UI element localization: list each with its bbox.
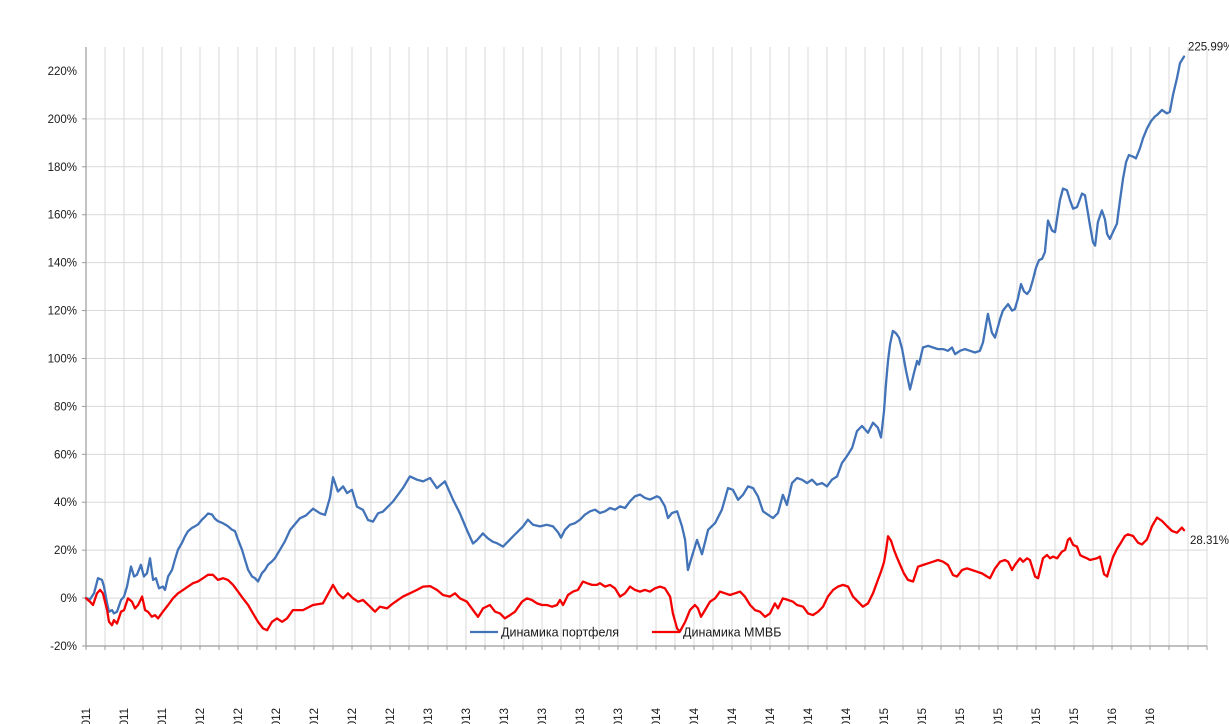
x-tick-label: 10.2014: [803, 707, 815, 724]
legend-item-micex: Динамика ММВБ: [652, 626, 781, 640]
x-tick-label: 06.2015: [955, 708, 967, 724]
x-tick-label: 04.2014: [689, 707, 701, 724]
y-tick-label: 80%: [54, 401, 77, 413]
x-tick-label: 06.2012: [271, 708, 283, 724]
y-tick-label: 220%: [48, 66, 77, 78]
y-tick-label: 20%: [54, 545, 77, 557]
y-tick-label: 60%: [54, 449, 77, 461]
x-tick-label: 12.2011: [157, 708, 169, 724]
series-end-labels: 225.99% 28.31%: [1188, 42, 1229, 548]
x-tick-label: 10.2015: [1031, 708, 1043, 724]
x-tick-label: 02.2015: [879, 708, 891, 724]
y-axis-labels: -20% 0% 20% 40% 60% 80% 100% 120% 140% 160% 180% 20…: [48, 66, 77, 653]
x-tick-label: 10.2011: [119, 708, 131, 724]
y-tick-label: 160%: [48, 210, 77, 222]
x-tick-label: 04.2015: [917, 708, 929, 724]
x-tick-label: 10.2012: [347, 708, 359, 724]
x-tick-label: 12.2013: [613, 708, 625, 724]
portfolio-end-label: 225.99%: [1188, 42, 1229, 54]
x-tick-label: 08.2011: [81, 708, 93, 724]
legend-label-portfolio: Динамика портфеля: [501, 626, 619, 640]
gridlines: [85, 47, 1208, 647]
series-lines: [84, 55, 1186, 633]
axes: [82, 47, 1208, 650]
y-tick-label: 40%: [54, 497, 77, 509]
x-tick-label: 12.2015: [1069, 708, 1081, 724]
x-tick-label: 06.2014: [727, 707, 739, 724]
y-tick-label: 180%: [48, 162, 77, 174]
x-tick-label: 12.2014: [841, 707, 853, 724]
y-tick-label: -20%: [50, 641, 77, 653]
micex-series-line: [84, 516, 1186, 633]
x-tick-label: 08.2015: [993, 708, 1005, 724]
x-tick-label: 02.2013: [423, 708, 435, 724]
y-tick-label: 140%: [48, 258, 77, 270]
micex-end-label: 28.31%: [1190, 535, 1229, 547]
y-tick-label: 120%: [48, 306, 77, 318]
x-tick-label: 08.2012: [309, 708, 321, 724]
legend-label-micex: Динамика ММВБ: [683, 626, 781, 640]
x-tick-label: 04.2012: [233, 708, 245, 724]
y-tick-label: 0%: [60, 593, 77, 605]
x-tick-label: 08.2014: [765, 707, 777, 724]
x-tick-label: 02.2014: [651, 707, 663, 724]
legend-item-portfolio: Динамика портфеля: [470, 626, 619, 640]
y-tick-label: 100%: [48, 353, 77, 365]
x-tick-label: 02.2016: [1107, 708, 1119, 724]
x-tick-label: 04.2013: [461, 708, 473, 724]
x-tick-label: 10.2013: [575, 708, 587, 724]
portfolio-series-line: [84, 55, 1186, 615]
x-tick-label: 04.2016: [1145, 708, 1157, 724]
legend: Динамика портфеля Динамика ММВБ: [470, 626, 781, 640]
x-tick-label: 12.2012: [385, 708, 397, 724]
x-tick-label: 02.2012: [195, 708, 207, 724]
y-tick-label: 200%: [48, 114, 77, 126]
x-tick-label: 08.2013: [537, 708, 549, 724]
x-axis-labels: 08.2011 10.2011 12.2011 02.2012 04.2012 06.20…: [81, 707, 1157, 724]
x-tick-label: 06.2013: [499, 708, 511, 724]
